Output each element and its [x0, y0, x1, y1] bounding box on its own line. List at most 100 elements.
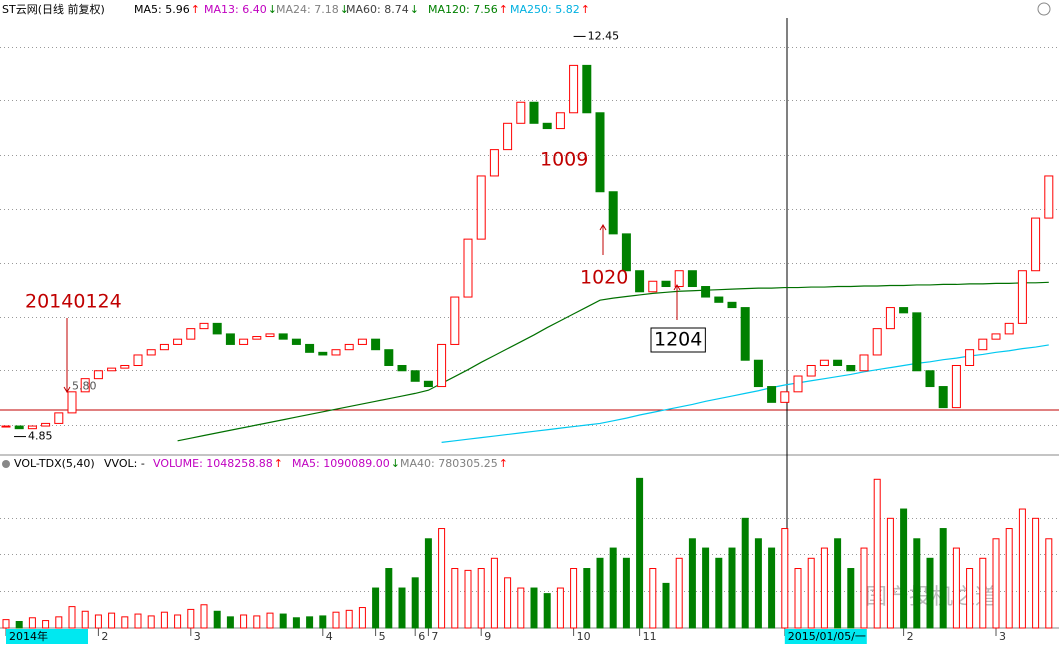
indicator-label: MA13: 6.40	[204, 3, 267, 16]
candle	[833, 359, 843, 366]
volume-bar	[583, 568, 591, 629]
candle	[291, 338, 301, 345]
volume-bar	[781, 528, 789, 629]
x-tick-label: 11	[643, 630, 657, 643]
volume-bar	[504, 577, 512, 629]
candle	[423, 380, 433, 388]
candle	[753, 359, 763, 388]
candle	[529, 101, 539, 124]
candle	[265, 333, 275, 338]
candle	[635, 270, 645, 293]
candle	[357, 338, 367, 345]
volume-bar	[385, 568, 393, 629]
annotation: 20140124	[25, 291, 122, 313]
volume-bar	[913, 538, 921, 629]
x-tick-label: 3	[194, 630, 201, 643]
volume-bar	[834, 538, 842, 629]
volume-bar	[358, 607, 366, 629]
candle	[701, 286, 711, 298]
candle	[107, 367, 117, 372]
candle	[872, 328, 882, 356]
volume-bar	[741, 517, 749, 629]
candle	[239, 338, 249, 345]
x-tick-label: 10	[577, 630, 591, 643]
candle	[1004, 322, 1014, 335]
candle	[397, 364, 407, 372]
high-label: 12.45	[588, 29, 620, 42]
volume-bar	[754, 538, 762, 629]
candle	[965, 349, 975, 366]
volume-bar	[966, 568, 974, 629]
candle	[384, 349, 394, 366]
candle	[687, 270, 697, 288]
candle	[555, 112, 565, 130]
candle	[846, 364, 856, 372]
candle	[199, 322, 209, 330]
volume-bar	[345, 609, 353, 629]
mark-label: 5.80	[72, 380, 97, 393]
candle	[542, 122, 552, 130]
indicator-arrow: ↓	[340, 3, 349, 16]
candle	[767, 386, 777, 403]
volume-bar	[55, 616, 63, 629]
volume-bar	[240, 614, 248, 629]
volume-bar	[926, 557, 934, 629]
candle	[212, 322, 222, 335]
moving-average-line	[441, 344, 1049, 443]
candle	[133, 354, 143, 366]
price-grid	[0, 47, 1059, 592]
candle	[1031, 217, 1041, 272]
candle	[252, 336, 262, 340]
volume-bar	[1018, 508, 1026, 629]
candle	[54, 412, 64, 424]
candle	[595, 112, 605, 193]
indicator-arrow: ↑	[191, 3, 200, 16]
candle	[714, 296, 724, 303]
candle	[1044, 175, 1054, 219]
volume-bar	[979, 557, 987, 629]
volume-icon[interactable]	[2, 460, 10, 468]
candle	[305, 343, 315, 353]
candle	[159, 343, 169, 351]
settings-icon[interactable]	[1037, 2, 1051, 16]
annotation-arrowhead	[599, 224, 607, 231]
indicator-arrow: ↓	[268, 3, 277, 16]
indicator-label: MA5: 5.96	[134, 3, 190, 16]
volume-bar	[279, 613, 287, 629]
volume-bar	[213, 610, 221, 629]
cursor-date-box	[784, 629, 867, 644]
volume-bar	[820, 547, 828, 629]
x-tick-label: 3	[999, 630, 1006, 643]
candle	[1, 425, 11, 428]
candle	[14, 425, 24, 430]
candle	[318, 351, 328, 356]
x-tick-label: 2	[907, 630, 914, 643]
indicator-arrow: ↓	[410, 3, 419, 16]
candle	[278, 333, 288, 340]
low-label: 4.85	[28, 430, 53, 443]
candle	[951, 364, 961, 409]
candle	[582, 64, 592, 114]
volume-bar	[398, 587, 406, 629]
indicator-label: MA24: 7.18	[276, 3, 339, 16]
candle	[516, 101, 526, 124]
volume-bar	[847, 568, 855, 629]
volume-bar	[266, 612, 274, 629]
volume-bar	[570, 568, 578, 629]
candle	[476, 175, 486, 240]
candle	[780, 391, 790, 403]
x-tick-label: 6	[418, 630, 425, 643]
chart-title: ST云网(日线 前复权)	[2, 2, 105, 16]
volume-bar	[464, 569, 472, 629]
volume-bar	[15, 620, 23, 629]
volume-bar	[147, 615, 155, 629]
indicator-label: MA5: 1090089.00	[292, 457, 390, 470]
annotation: 1204	[654, 329, 702, 351]
indicator-arrow: ↑	[499, 457, 508, 470]
volume-bar	[424, 538, 432, 629]
volume-bar	[768, 547, 776, 629]
annotation: 1009	[540, 149, 588, 171]
candle	[371, 338, 381, 351]
volume-bar	[372, 587, 380, 629]
candle	[450, 296, 460, 345]
